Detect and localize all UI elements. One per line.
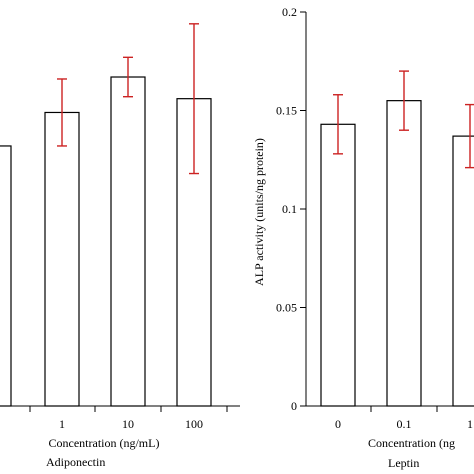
y-tick-label-1: 0.05: [276, 301, 297, 315]
chart-subtitle: Adiponectin: [46, 455, 105, 469]
bar-0: [0, 145, 12, 407]
adiponectin-chart: 1 10 100 Concentration (ng/mL) Adiponectin: [0, 23, 240, 469]
x-tick-label-0: 0: [335, 417, 341, 431]
x-tick-label-1: 0.1: [397, 417, 412, 431]
bar-2: [452, 135, 474, 407]
x-tick-label-2: 10: [122, 417, 134, 431]
bar-2: [110, 76, 146, 407]
y-tick-label-0: 0: [291, 399, 297, 413]
chart-subtitle: Leptin: [388, 456, 419, 470]
x-tick-label-2: 1: [467, 417, 473, 431]
y-tick-label-2: 0.1: [282, 202, 297, 216]
y-tick-label-4: 0.2: [282, 5, 297, 19]
leptin-chart: 0 0.05 0.1 0.15 0.2 0 0.1 1 ALP activity (units/…: [252, 5, 474, 470]
bar-0: [320, 123, 356, 407]
x-axis-label: Concentration (ng: [368, 436, 455, 450]
bar-1: [44, 111, 80, 407]
x-tick-label-3: 100: [185, 417, 203, 431]
y-tick-label-3: 0.15: [276, 104, 297, 118]
y-axis-label: ALP activity (units/ng protein): [252, 138, 266, 286]
x-axis-label: Concentration (ng/mL): [49, 436, 160, 450]
x-tick-label-1: 1: [59, 417, 65, 431]
bar-1: [386, 100, 422, 407]
